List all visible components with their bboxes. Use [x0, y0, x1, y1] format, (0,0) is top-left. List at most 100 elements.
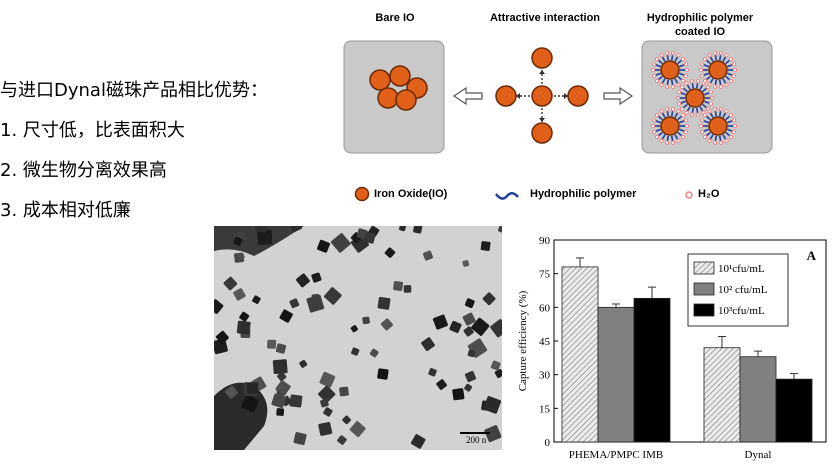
nanoparticle [224, 385, 238, 399]
nanoparticle [428, 368, 437, 377]
nanoparticle [377, 296, 391, 310]
y-tick-label: 30 [539, 370, 551, 382]
panel-label: A [807, 248, 817, 263]
y-tick-label: 15 [539, 403, 551, 415]
nanoparticle [296, 273, 310, 288]
legend-entry: 10¹cfu/mL [718, 263, 765, 275]
nanoparticle [490, 319, 502, 338]
nanoparticle [279, 309, 293, 323]
legend-swatch [693, 282, 715, 296]
coated-particle [675, 79, 715, 117]
nanoparticle [483, 396, 502, 414]
nanoparticle [362, 316, 370, 325]
x-category-label: PHEMA/PMPC IMB [569, 449, 663, 461]
legend-entry: 10² cfu/mL [718, 284, 768, 296]
nanoparticle [463, 326, 474, 337]
nanoparticle [289, 394, 303, 408]
nanoparticle [452, 388, 465, 401]
nanoparticle [339, 386, 349, 397]
tem-micrograph: 200 n [214, 226, 502, 450]
schematic-diagram [343, 40, 773, 154]
scale-bar [460, 432, 490, 434]
nanoparticle [498, 226, 502, 233]
nanoparticle [410, 434, 426, 449]
nanoparticle [236, 320, 251, 335]
nanoparticle [482, 292, 496, 306]
nanoparticle [276, 408, 285, 416]
nanoparticle [267, 339, 277, 349]
nanoparticle [275, 343, 287, 354]
y-axis-label: Capture efficiency (%) [517, 290, 529, 391]
iron-oxide-legend-icon [354, 186, 370, 202]
nanoparticle [318, 385, 336, 403]
nanoparticle [237, 252, 245, 260]
bar [739, 356, 777, 443]
nanoparticle [246, 382, 259, 395]
nanoparticle [289, 226, 302, 233]
y-tick-label: 60 [539, 302, 551, 314]
h2o-legend-icon [685, 191, 693, 199]
nanoparticle [272, 359, 288, 375]
nanoparticle [480, 241, 491, 251]
nanoparticle [214, 299, 224, 314]
nanoparticle [462, 312, 476, 326]
nanoparticle [233, 236, 243, 246]
nanoparticle [422, 250, 434, 261]
bar [775, 378, 813, 443]
label-coated-io-line2: coated IO [674, 26, 726, 38]
arrow-left-icon [452, 86, 483, 106]
nanoparticle [471, 317, 490, 336]
bar [597, 306, 635, 443]
nanoparticle [421, 337, 435, 352]
nanoparticle [277, 371, 287, 382]
nanoparticle [403, 285, 412, 293]
arrow-right-icon [603, 86, 634, 106]
nanoparticle [239, 311, 250, 322]
nanoparticle [467, 349, 476, 358]
interaction-diagram [495, 47, 589, 144]
nanoparticle [320, 398, 329, 408]
nanoparticle [337, 435, 347, 445]
polymer-legend-icon [495, 192, 519, 200]
y-tick-label: 0 [545, 437, 551, 449]
nanoparticle [369, 348, 379, 358]
nanoparticle [413, 226, 423, 234]
tem-particles [214, 226, 502, 450]
label-coated-io-line1: Hydrophilic polymer [646, 12, 754, 24]
nanoparticle [464, 298, 475, 309]
nanoparticle [464, 383, 473, 392]
bar [561, 266, 599, 443]
label-attractive-interaction: Attractive interaction [489, 12, 601, 24]
nanoparticle [436, 379, 447, 390]
nanoparticle [257, 229, 273, 245]
nanoparticle [293, 432, 307, 446]
nanoparticle [223, 276, 238, 291]
coated-particle [698, 107, 738, 145]
nanoparticle [275, 380, 291, 396]
nanoparticle [318, 421, 333, 436]
nanoparticle [350, 325, 358, 333]
nanoparticle [324, 287, 342, 305]
bar [633, 297, 671, 443]
y-tick-label: 75 [539, 269, 551, 281]
legend-iron-oxide: Iron Oxide(IO) [374, 188, 448, 200]
nanoparticle [241, 394, 259, 413]
coated-particle [650, 107, 690, 145]
nanoparticle [351, 347, 360, 356]
legend-h2o: H₂O [698, 188, 720, 200]
legend-swatch [693, 261, 715, 275]
legend-entry: 10³cfu/mL [718, 305, 765, 317]
nanoparticle [342, 415, 351, 425]
nanoparticle [319, 371, 336, 388]
nanoparticle [494, 369, 502, 379]
nanoparticle [331, 233, 351, 253]
nanoparticle [299, 359, 308, 368]
nanoparticle [215, 330, 229, 344]
advantage-item-2: 2. 微生物分离效果高 [0, 160, 167, 181]
y-tick-label: 90 [539, 235, 551, 247]
legend-hydrophilic-polymer: Hydrophilic polymer [530, 188, 637, 200]
y-tick-label: 45 [539, 336, 551, 348]
capture-efficiency-chart: 0 15 30 45 60 75 90 Capture efficiency (%) PHEMA… [517, 235, 827, 461]
nanoparticle [311, 272, 322, 283]
nanoparticle [380, 318, 393, 331]
